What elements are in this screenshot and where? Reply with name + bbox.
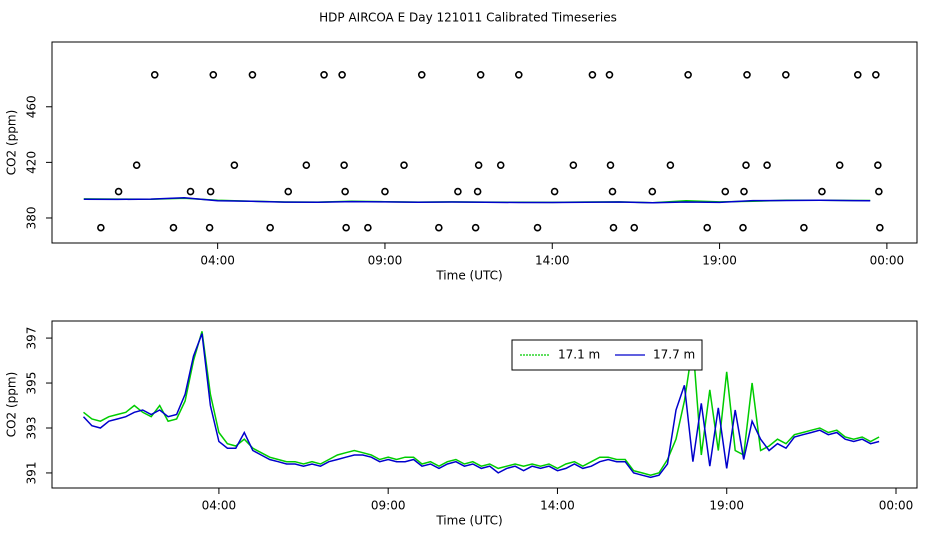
y-tick-label: 393	[25, 417, 39, 440]
marker	[739, 223, 747, 232]
marker	[132, 161, 141, 169]
marker	[800, 223, 808, 232]
marker	[266, 223, 274, 232]
marker	[338, 71, 346, 79]
marker	[875, 187, 883, 196]
marker	[703, 223, 711, 232]
marker	[569, 161, 578, 169]
marker	[874, 161, 882, 169]
y-axis-label: CO2 (ppm)	[5, 372, 19, 438]
plot-frame	[51, 320, 918, 489]
marker	[206, 187, 215, 196]
marker	[763, 161, 771, 169]
marker	[186, 187, 195, 196]
marker	[230, 161, 239, 169]
marker	[454, 187, 462, 196]
marker	[341, 187, 349, 196]
legend-label: 17.7 m	[653, 348, 695, 362]
marker	[588, 71, 597, 79]
marker	[533, 223, 542, 232]
y-tick-label: 391	[25, 461, 39, 484]
x-tick-label: 04:00	[202, 499, 237, 513]
x-tick-label: 14:00	[540, 499, 575, 513]
x-tick-label: 09:00	[368, 254, 403, 268]
marker	[684, 71, 692, 79]
marker	[666, 161, 675, 169]
marker	[476, 71, 485, 79]
chart-title: HDP AIRCOA E Day 121011 Calibrated Times…	[319, 11, 617, 25]
marker	[648, 187, 657, 196]
legend-box	[511, 339, 703, 371]
series-line	[82, 333, 880, 479]
marker	[606, 161, 615, 169]
marker	[496, 161, 505, 169]
marker	[169, 223, 178, 232]
marker	[340, 161, 348, 169]
marker	[872, 71, 880, 79]
plot-frame	[51, 41, 918, 244]
y-tick-label: 395	[25, 372, 39, 395]
marker	[605, 71, 614, 79]
x-tick-label: 04:00	[200, 254, 235, 268]
y-tick-label: 420	[25, 151, 39, 174]
marker	[471, 223, 480, 232]
y-axis-label: CO2 (ppm)	[5, 110, 19, 176]
marker	[97, 223, 105, 232]
x-axis-label: Time (UTC)	[435, 269, 502, 283]
x-axis-label: Time (UTC)	[435, 514, 502, 528]
marker	[740, 187, 748, 196]
x-tick-label: 00:00	[879, 499, 914, 513]
marker	[417, 71, 426, 79]
marker	[248, 71, 257, 79]
marker	[400, 161, 408, 169]
marker	[435, 223, 443, 232]
marker	[205, 223, 214, 232]
marker	[474, 161, 483, 169]
series-line	[83, 197, 871, 204]
marker	[630, 223, 639, 232]
legend-label: 17.1 m	[558, 348, 600, 362]
y-tick-label: 460	[25, 95, 39, 118]
marker	[514, 71, 523, 79]
y-tick-label: 397	[25, 327, 39, 350]
marker	[853, 71, 862, 79]
marker	[473, 187, 482, 196]
marker	[114, 187, 123, 196]
marker	[608, 187, 617, 196]
marker	[364, 223, 372, 232]
marker	[381, 187, 389, 196]
marker	[320, 71, 328, 79]
marker	[609, 223, 618, 232]
x-tick-label: 09:00	[371, 499, 406, 513]
marker	[742, 161, 750, 169]
x-tick-label: 14:00	[535, 254, 570, 268]
marker	[284, 187, 293, 196]
marker	[743, 71, 751, 79]
y-tick-label: 380	[25, 207, 39, 230]
x-tick-label: 19:00	[709, 499, 744, 513]
marker	[835, 161, 844, 169]
marker	[302, 161, 311, 169]
x-tick-label: 00:00	[870, 254, 905, 268]
marker	[150, 71, 159, 79]
marker	[818, 187, 826, 196]
marker	[342, 223, 350, 232]
marker	[782, 71, 790, 79]
x-tick-label: 19:00	[702, 254, 737, 268]
marker	[550, 187, 559, 196]
marker	[721, 187, 730, 196]
series-line	[83, 331, 880, 476]
marker	[876, 223, 884, 232]
marker	[209, 71, 218, 79]
